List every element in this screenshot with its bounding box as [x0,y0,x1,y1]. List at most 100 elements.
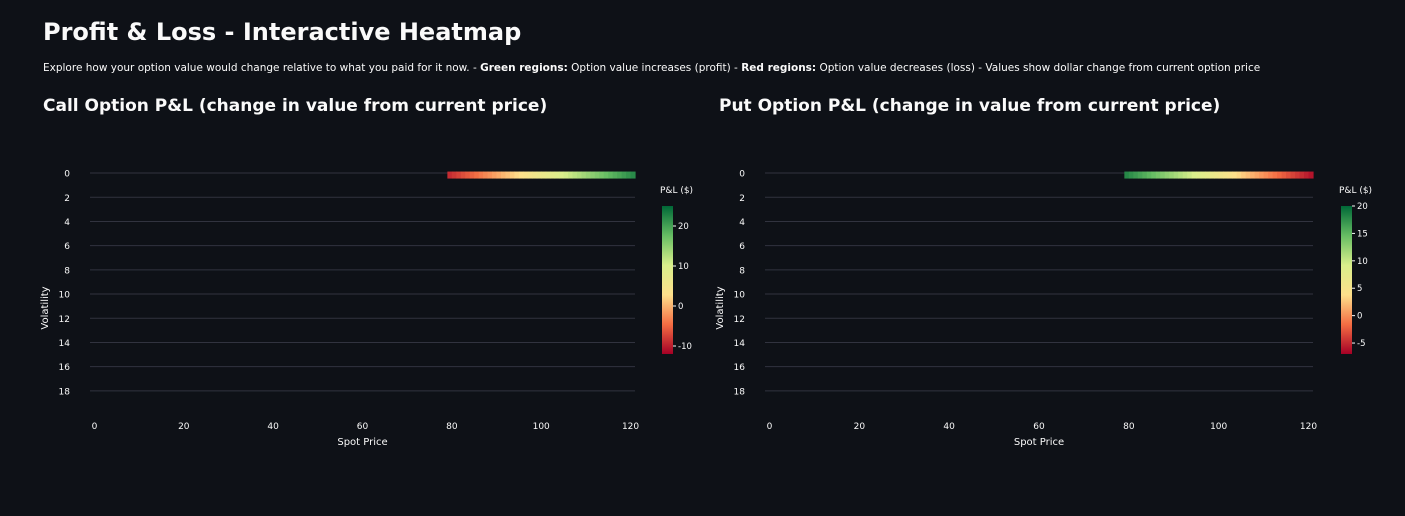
put-colorbar-tick-label: 0 [1357,312,1362,322]
put-heatmap-svg[interactable]: 0 2 4 6 8 10 12 14 16 18 0 20 40 60 80 100 120 Spot Price… [700,130,1405,460]
description-intro: Explore how your option value would chan… [43,62,481,74]
put-colorbar-tick-label: -5 [1357,339,1365,349]
put-heatmap-cell [1128,171,1134,179]
put-xtick-label: 120 [1300,422,1317,432]
put-pnl-heatmap[interactable]: 0 2 4 6 8 10 12 14 16 18 0 20 40 60 80 100 120 Spot Price… [700,130,1405,460]
call-heatmap-cell [550,171,556,179]
put-ytick-label: 10 [734,291,746,301]
put-heatmap-cell [1227,171,1233,179]
put-yaxis-title: Volatility [715,286,726,329]
put-heatmap-cell [1200,171,1206,179]
call-heatmap-cell [478,171,484,179]
call-heatmap-cell [603,171,609,179]
put-ytick-label: 4 [739,218,745,228]
put-colorbar-tick-label: 10 [1357,257,1368,267]
put-heatmap-cell [1308,171,1314,179]
call-xaxis-title: Spot Price [337,437,387,448]
call-colorbar-tick-label: 0 [678,302,683,312]
put-ytick-label: 0 [739,170,745,180]
call-pnl-heatmap[interactable]: 0 2 4 6 8 10 12 14 16 18 0 20 40 60 80 100 120 Spot Price… [0,130,700,460]
call-heatmap-cell [626,171,632,179]
put-xtick-label: 100 [1210,422,1227,432]
call-heatmap-cell [617,171,623,179]
call-heatmap-cell [465,171,471,179]
call-heatmap-cell [541,171,547,179]
call-heatmap-cell [505,171,511,179]
call-heatmap-cell [599,171,605,179]
call-heatmap-cell [594,171,600,179]
put-xtick-label: 80 [1123,422,1135,432]
call-heatmap-cell [500,171,507,179]
call-xtick-label: 0 [92,422,98,432]
put-colorbar-title: P&L ($) [1339,186,1372,196]
put-ytick-label: 6 [739,242,745,252]
call-heatmap-cell [456,171,462,179]
call-heatmap-cell [576,171,582,179]
put-heatmap-cell [1241,171,1247,179]
call-heatmap-cell [518,171,524,179]
call-heatmap-cell [581,171,587,179]
put-ytick-label: 12 [734,315,745,325]
call-chart-title: Call Option P&L (change in value from cu… [43,96,548,116]
put-ytick-label: 18 [734,387,746,397]
call-heatmap-cell [474,171,480,179]
call-colorbar-tick-label: -10 [678,342,692,352]
call-heatmap-cell [509,171,515,179]
page-description: Explore how your option value would chan… [43,62,1260,74]
call-heatmap-cell [567,171,574,179]
put-heatmap-cell [1214,171,1220,179]
call-heatmap-cell [590,171,596,179]
call-heatmap-cell [532,171,538,179]
call-heatmap-cell [612,171,618,179]
put-heatmap-cell [1268,171,1274,179]
put-heatmap-cell [1232,171,1238,179]
call-heatmap-cell [523,171,529,179]
put-heatmap-cell [1146,171,1152,179]
put-heatmap-cell [1236,171,1242,179]
call-xtick-label: 20 [178,422,190,432]
call-heatmap-cell [496,171,502,179]
put-heatmap-cell [1205,171,1211,179]
put-ytick-label: 2 [739,194,745,204]
put-xtick-label: 40 [943,422,955,432]
put-colorbar-tick-label: 15 [1357,229,1368,239]
put-heatmap-cell [1259,171,1265,179]
put-heatmap-cell [1250,171,1256,179]
call-heatmap-cell [527,171,533,179]
put-heatmap-cell [1254,171,1260,179]
put-colorbar [1341,206,1352,354]
description-red-text: Option value decreases (loss) - Values s… [816,62,1261,74]
put-heatmap-cell [1272,171,1278,179]
put-heatmap-cell [1155,171,1161,179]
put-xtick-label: 20 [854,422,866,432]
call-heatmap-cell [585,171,591,179]
call-colorbar-tick-label: 10 [678,262,689,272]
call-colorbar-title: P&L ($) [660,186,693,196]
put-heatmap-cell [1245,171,1251,179]
put-heatmap-cell [1164,171,1170,179]
call-heatmap-cell [469,171,475,179]
put-heatmap-cell [1187,171,1193,179]
put-heatmap-cell [1160,171,1166,179]
put-heatmap-cell [1299,171,1305,179]
put-heatmap-cell [1182,171,1188,179]
call-heatmap-cell [608,171,614,179]
call-ytick-label: 4 [64,218,70,228]
call-heatmap-cell [545,171,551,179]
call-ytick-label: 2 [64,194,70,204]
call-xtick-label: 40 [267,422,279,432]
put-ytick-label: 14 [734,339,746,349]
put-xaxis-title: Spot Price [1014,437,1064,448]
put-heatmap-cell [1277,171,1283,179]
put-xtick-label: 60 [1033,422,1045,432]
call-heatmap-cell [559,171,565,179]
put-ytick-label: 16 [734,363,746,373]
description-red-label: Red regions: [741,62,817,74]
put-ytick-label: 8 [739,266,745,276]
page-title: Profit & Loss - Interactive Heatmap [43,18,522,46]
put-heatmap-cell [1295,171,1301,179]
call-ytick-label: 18 [59,387,71,397]
call-ytick-label: 14 [59,339,71,349]
call-heatmap-cell [460,171,466,179]
